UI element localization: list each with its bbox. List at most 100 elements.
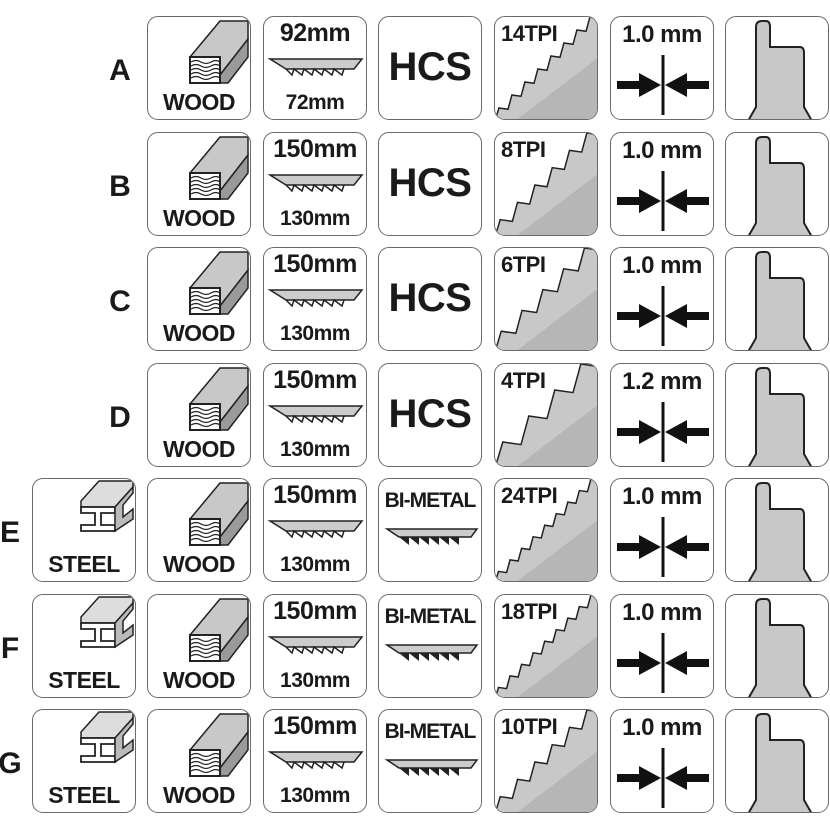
- material-cell: HCS: [378, 363, 482, 467]
- thickness-label: 1.0 mm: [622, 252, 702, 279]
- working-length: 130mm: [280, 784, 350, 807]
- thickness-arrows-icon: [617, 517, 709, 577]
- wood-block-icon: [188, 598, 249, 662]
- saw-teeth-icon: [495, 595, 597, 697]
- steel-label: STEEL: [48, 551, 120, 577]
- row-label: D: [109, 401, 131, 434]
- tpi-label: 4TPI: [501, 368, 546, 393]
- i-beam-icon: [80, 596, 134, 649]
- working-length: 72mm: [285, 91, 345, 114]
- saw-teeth-icon: [495, 133, 597, 235]
- blade-length-icon: [267, 58, 364, 77]
- steel-label: STEEL: [48, 667, 120, 693]
- total-length: 150mm: [273, 597, 357, 625]
- bi-metal-blade-icon: [384, 644, 479, 661]
- wood-label: WOOD: [162, 89, 236, 115]
- length-cell: 150mm 130mm: [263, 594, 367, 698]
- row-label: C: [109, 285, 131, 318]
- tpi-label: 14TPI: [501, 21, 558, 46]
- saw-teeth-icon: [495, 479, 597, 581]
- shank-cell: [725, 132, 829, 236]
- tpi-cell: 8TPI: [494, 132, 598, 236]
- thickness-cell: 1.2 mm: [610, 363, 714, 467]
- bi-metal-blade-icon: [384, 759, 479, 776]
- total-length: 150mm: [273, 135, 357, 163]
- thickness-arrows-icon: [617, 55, 709, 115]
- wood-label: WOOD: [162, 667, 236, 693]
- steel-cell: STEEL: [32, 478, 136, 582]
- steel-cell: STEEL: [32, 594, 136, 698]
- blade-length-icon: [267, 520, 364, 539]
- wood-label: WOOD: [162, 320, 236, 346]
- thickness-cell: 1.0 mm: [610, 16, 714, 120]
- tpi-label: 24TPI: [501, 483, 558, 508]
- saw-teeth-icon: [495, 710, 597, 812]
- i-beam-icon: [80, 480, 134, 533]
- tpi-cell: 4TPI: [494, 363, 598, 467]
- thickness-label: 1.0 mm: [622, 599, 702, 626]
- row-label: F: [0, 632, 20, 665]
- shank-cell: [725, 478, 829, 582]
- length-cell: 92mm 72mm: [263, 16, 367, 120]
- t-shank-icon: [747, 482, 813, 581]
- wood-cell: WOOD: [147, 247, 251, 351]
- wood-cell: WOOD: [147, 363, 251, 467]
- saw-teeth-icon: [495, 17, 597, 119]
- working-length: 130mm: [280, 553, 350, 576]
- row-label: B: [109, 170, 131, 203]
- thickness-cell: 1.0 mm: [610, 247, 714, 351]
- shank-cell: [725, 363, 829, 467]
- wood-block-icon: [188, 251, 249, 315]
- thickness-arrows-icon: [617, 286, 709, 346]
- length-cell: 150mm 130mm: [263, 478, 367, 582]
- thickness-cell: 1.0 mm: [610, 132, 714, 236]
- steel-label: STEEL: [48, 782, 120, 808]
- material-label: HCS: [388, 161, 472, 205]
- steel-cell: STEEL: [32, 709, 136, 813]
- wood-label: WOOD: [162, 205, 236, 231]
- material-label: HCS: [388, 45, 472, 89]
- tpi-label: 8TPI: [501, 137, 546, 162]
- wood-block-icon: [188, 136, 249, 200]
- shank-cell: [725, 16, 829, 120]
- thickness-label: 1.0 mm: [622, 21, 702, 48]
- length-cell: 150mm 130mm: [263, 363, 367, 467]
- blade-length-icon: [267, 289, 364, 308]
- material-cell: BI-METAL: [378, 709, 482, 813]
- tpi-cell: 24TPI: [494, 478, 598, 582]
- material-label: BI-METAL: [384, 605, 477, 628]
- wood-label: WOOD: [162, 782, 236, 808]
- t-shank-icon: [747, 598, 813, 697]
- thickness-arrows-icon: [617, 171, 709, 231]
- blade-length-icon: [267, 751, 364, 770]
- material-label: BI-METAL: [384, 720, 477, 743]
- total-length: 150mm: [273, 481, 357, 509]
- wood-block-icon: [188, 713, 249, 777]
- wood-label: WOOD: [162, 436, 236, 462]
- thickness-arrows-icon: [617, 748, 709, 808]
- working-length: 130mm: [280, 438, 350, 461]
- row-label: A: [109, 54, 131, 87]
- wood-block-icon: [188, 482, 249, 546]
- material-cell: HCS: [378, 16, 482, 120]
- thickness-arrows-icon: [617, 402, 709, 462]
- wood-cell: WOOD: [147, 16, 251, 120]
- working-length: 130mm: [280, 207, 350, 230]
- length-cell: 150mm 130mm: [263, 247, 367, 351]
- thickness-label: 1.0 mm: [622, 483, 702, 510]
- tpi-cell: 18TPI: [494, 594, 598, 698]
- shank-cell: [725, 247, 829, 351]
- tpi-label: 18TPI: [501, 599, 558, 624]
- thickness-label: 1.0 mm: [622, 714, 702, 741]
- saw-teeth-icon: [495, 364, 597, 466]
- material-label: HCS: [388, 392, 472, 436]
- row-label: E: [0, 516, 20, 549]
- t-shank-icon: [747, 136, 813, 235]
- total-length: 150mm: [273, 712, 357, 740]
- shank-cell: [725, 594, 829, 698]
- total-length: 150mm: [273, 250, 357, 278]
- tpi-label: 6TPI: [501, 252, 546, 277]
- total-length: 92mm: [279, 19, 351, 47]
- length-cell: 150mm 130mm: [263, 709, 367, 813]
